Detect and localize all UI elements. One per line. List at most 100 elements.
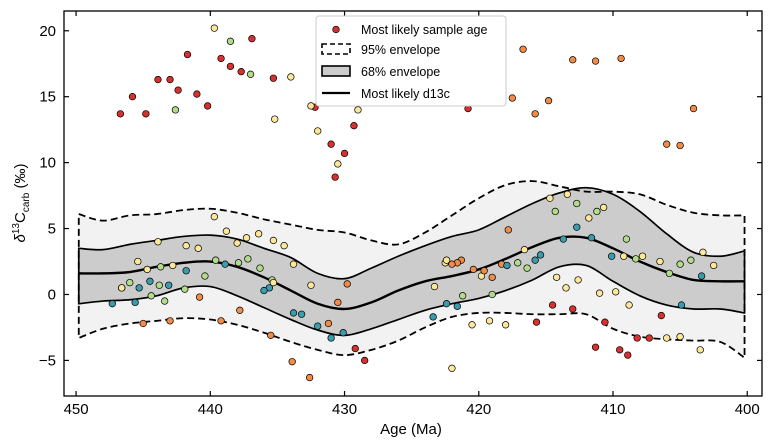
data-point [287, 73, 295, 81]
data-point [242, 234, 251, 242]
data-point [442, 300, 451, 308]
data-point [468, 321, 476, 329]
legend-marker-68-envelope [321, 65, 351, 77]
data-point [340, 149, 349, 158]
data-point [544, 97, 553, 105]
data-point [126, 278, 134, 287]
data-point [548, 301, 557, 309]
data-point [687, 256, 695, 264]
data-point [156, 263, 165, 271]
data-point [569, 305, 577, 313]
data-point [620, 252, 628, 260]
data-point [503, 261, 511, 270]
data-point [601, 318, 609, 326]
data-point [195, 293, 204, 301]
data-point [689, 104, 698, 113]
data-point [448, 260, 456, 268]
legend-marker-sample-age [332, 25, 340, 34]
y-tick-label: −5 [39, 352, 56, 369]
data-point [289, 309, 298, 317]
data-point [696, 346, 704, 354]
data-point [442, 256, 451, 264]
data-point [166, 317, 174, 325]
data-point [246, 70, 255, 78]
data-point [134, 257, 142, 266]
data-point [203, 102, 212, 110]
data-point [244, 255, 252, 263]
data-point [469, 265, 478, 274]
data-point [546, 194, 554, 202]
data-point [118, 284, 126, 292]
data-point [183, 50, 192, 59]
data-point [552, 273, 561, 281]
x-tick-label: 420 [466, 401, 491, 418]
data-point [165, 281, 173, 289]
data-point [531, 256, 539, 264]
data-point [677, 301, 686, 309]
data-point [697, 272, 706, 280]
data-point [488, 290, 496, 299]
data-point [488, 273, 496, 281]
data-point [226, 62, 235, 71]
data-point [256, 264, 264, 272]
data-point [154, 238, 162, 246]
data-point [161, 297, 169, 305]
data-point [339, 329, 347, 337]
data-point [288, 358, 296, 366]
data-point [343, 280, 351, 288]
data-point [269, 74, 278, 82]
data-point [676, 260, 684, 268]
data-point [212, 256, 220, 264]
data-point [327, 140, 335, 148]
data-point [430, 282, 439, 291]
data-point [508, 94, 516, 102]
plot-frame [63, 10, 763, 397]
data-point [591, 343, 600, 351]
data-point [520, 245, 529, 254]
data-point [280, 242, 288, 250]
data-point [710, 261, 718, 270]
data-point [217, 54, 225, 63]
data-point [591, 57, 600, 65]
data-point [633, 334, 641, 342]
legend-frame [315, 15, 507, 107]
data-point [485, 317, 494, 325]
data-point [587, 234, 596, 242]
data-point [174, 86, 182, 94]
data-point [221, 260, 229, 268]
data-point [514, 259, 522, 267]
legend-label-likely-d13c: Most likely d13c [361, 87, 450, 101]
data-point [612, 288, 620, 296]
data-point [166, 75, 174, 84]
x-tick-label: 440 [198, 401, 223, 418]
data-point [116, 110, 125, 118]
data-point [128, 93, 137, 101]
x-tick-label: 400 [735, 401, 760, 418]
data-point [501, 321, 510, 329]
data-point [573, 223, 581, 231]
data-point [135, 284, 143, 292]
data-point [139, 319, 147, 328]
data-point [142, 110, 150, 118]
data-point [307, 281, 315, 289]
data-point [638, 252, 647, 260]
data-point [563, 190, 572, 198]
data-point [573, 199, 581, 208]
axis-ticks: 450 440 430 420 410 400 −5 0 5 10 15 20 [39, 11, 762, 418]
data-point [622, 235, 631, 243]
x-tick-label: 450 [64, 401, 89, 418]
data-point [324, 319, 333, 328]
data-point [632, 255, 640, 263]
data-point [354, 106, 362, 114]
data-point [569, 56, 577, 64]
data-point [181, 285, 189, 293]
data-point [536, 251, 545, 259]
data-point [314, 322, 322, 330]
y-axis-label: δ13Ccarb (‰) [11, 164, 32, 243]
data-point [645, 334, 653, 342]
data-point [624, 351, 632, 359]
data-point [351, 344, 359, 353]
data-point [210, 24, 218, 32]
data-point [657, 311, 665, 320]
